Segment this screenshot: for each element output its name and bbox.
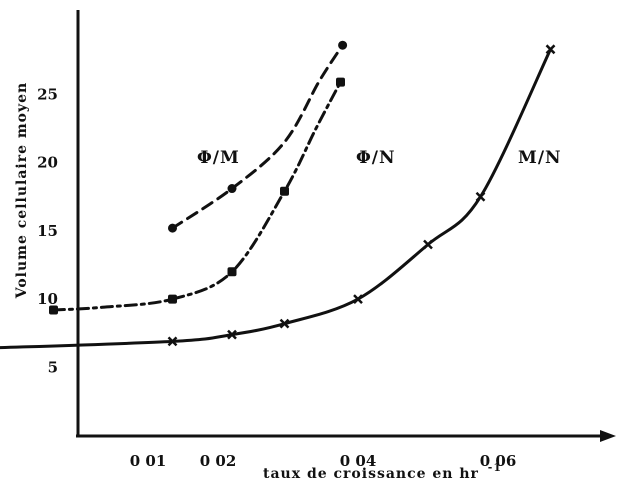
series-1: [49, 77, 345, 315]
x-axis-label-exponent: -1: [488, 461, 502, 474]
y-tick-label: 5: [48, 358, 58, 376]
series-line: [52, 80, 342, 312]
y-tick-label: 20: [37, 154, 58, 172]
y-tick-label: 25: [37, 85, 58, 103]
y-tick-label: 15: [37, 222, 58, 240]
series-label-phi-m: Φ/M: [197, 148, 240, 168]
data-point: [168, 223, 177, 233]
data-point: [49, 305, 58, 315]
x-tick-label: 0 02: [200, 452, 237, 470]
data-point: [227, 267, 237, 277]
axes: [76, 10, 616, 442]
data-point: [338, 40, 348, 50]
series-line: [0, 47, 552, 350]
x-axis-label: taux de croissance en hr -1: [263, 461, 502, 482]
x-tick-label: 0 01: [130, 452, 167, 470]
x-axis-label-text: taux de croissance en hr: [263, 466, 479, 482]
data-point: [227, 329, 237, 340]
data-point: [545, 44, 556, 55]
data-point: [475, 191, 486, 202]
series-2: [0, 44, 556, 350]
data-point: [353, 294, 363, 304]
data-point: [279, 318, 290, 329]
series-layer: [0, 40, 556, 350]
data-point: [423, 239, 433, 250]
data-point: [227, 184, 237, 194]
series-label-m-n: M/N: [518, 148, 562, 168]
y-tick-label: 10: [37, 290, 58, 308]
data-point: [167, 336, 178, 347]
data-point: [336, 77, 345, 87]
series-line: [171, 43, 345, 230]
series-label-phi-n: Φ/N: [356, 148, 396, 168]
ticks: 0 01 0 02 0 04 0 06 5 10 15 20 25: [37, 85, 516, 470]
y-axis-label: Volume cellulaire moyen: [14, 82, 30, 300]
data-point: [168, 294, 177, 304]
data-point: [280, 186, 289, 196]
x-tick-label: 0 04: [340, 452, 377, 470]
series-0: [168, 40, 348, 233]
x-tick-label: 0 06: [480, 452, 517, 470]
